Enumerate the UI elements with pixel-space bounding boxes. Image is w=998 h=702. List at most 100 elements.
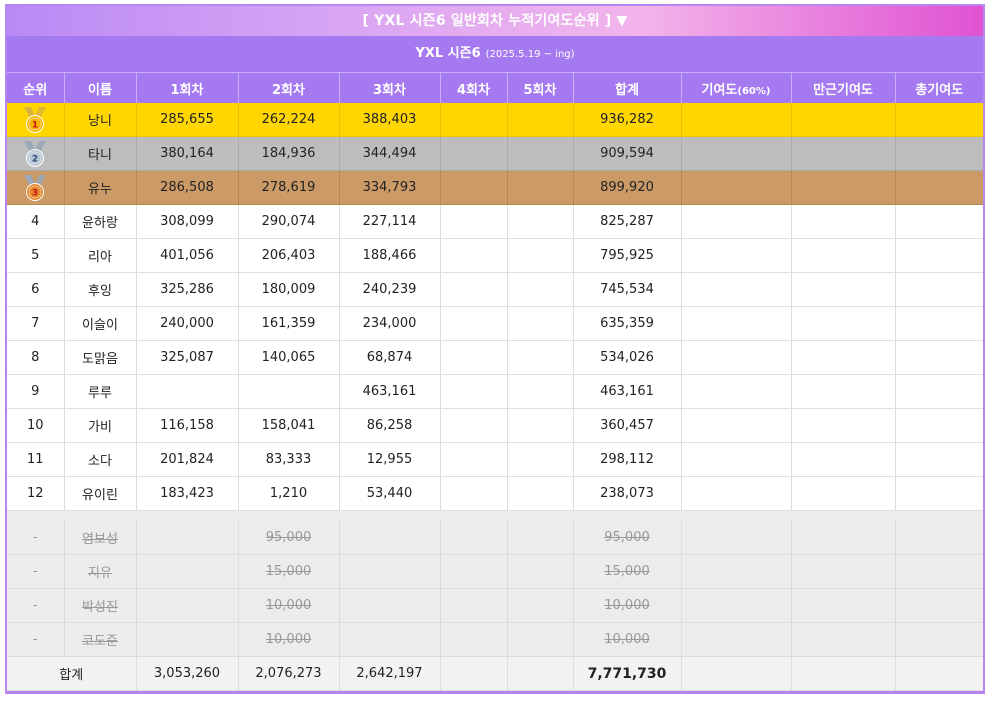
total-cell: 15,000 — [573, 554, 682, 589]
separator-cell — [7, 510, 983, 521]
rank-cell: 9 — [7, 374, 65, 409]
round-1-cell — [136, 588, 239, 623]
contribution-cell — [681, 622, 792, 657]
table-row: 3 유누 286,508 278,619 334,793 899,920 — [7, 170, 983, 205]
round-4-cell — [440, 306, 508, 341]
total-contribution-cell — [895, 520, 983, 555]
round-5-cell — [507, 476, 574, 511]
round-5-cell — [507, 374, 574, 409]
medal-number: 2 — [32, 154, 38, 164]
col-contribution: 기여도(60%) — [681, 72, 792, 103]
round-3-cell — [339, 588, 441, 623]
contribution-cell — [681, 136, 792, 171]
attendance-contribution-cell — [791, 306, 896, 341]
rank-cell: - — [7, 554, 65, 589]
round-3-cell — [339, 622, 441, 657]
round-1-cell — [136, 520, 239, 555]
medal-icon: 2 — [24, 140, 47, 167]
round-2-cell: 140,065 — [238, 340, 340, 375]
attendance-contribution-cell — [791, 103, 896, 137]
name-cell: 염보성 — [64, 520, 137, 555]
attendance-contribution-cell — [791, 272, 896, 307]
contribution-cell — [681, 103, 792, 137]
ranking-table: 순위 이름 1회차 2회차 3회차 4회차 5회차 합계 기여도(60%) 만근… — [7, 72, 983, 691]
round-3-cell: 334,793 — [339, 170, 441, 205]
total-contribution-cell — [895, 103, 983, 137]
round-1-cell — [136, 622, 239, 657]
totals-round-3: 2,642,197 — [339, 656, 441, 691]
rank-cell: 10 — [7, 408, 65, 443]
round-4-cell — [440, 103, 508, 137]
round-3-cell — [339, 520, 441, 555]
attendance-contribution-cell — [791, 520, 896, 555]
total-cell: 635,359 — [573, 306, 682, 341]
name-cell: 도맑음 — [64, 340, 137, 375]
attendance-contribution-cell — [791, 476, 896, 511]
name-cell: 이슬이 — [64, 306, 137, 341]
total-contribution-cell — [895, 238, 983, 273]
rank-cell: - — [7, 588, 65, 623]
total-cell: 298,112 — [573, 442, 682, 477]
round-5-cell — [507, 136, 574, 171]
round-2-cell: 1,210 — [238, 476, 340, 511]
medal-number: 1 — [32, 120, 38, 130]
contribution-cell — [681, 442, 792, 477]
round-4-cell — [440, 476, 508, 511]
excluded-row: - 지유 15,000 15,000 — [7, 554, 983, 589]
round-5-cell — [507, 238, 574, 273]
round-5-cell — [507, 520, 574, 555]
contribution-cell — [681, 340, 792, 375]
col-round-2: 2회차 — [238, 72, 340, 103]
round-2-cell: 158,041 — [238, 408, 340, 443]
table-row: 7 이슬이 240,000 161,359 234,000 635,359 — [7, 306, 983, 341]
total-cell: 463,161 — [573, 374, 682, 409]
name-cell: 유누 — [64, 170, 137, 205]
table-header-row: 순위 이름 1회차 2회차 3회차 4회차 5회차 합계 기여도(60%) 만근… — [7, 72, 983, 103]
ranking-banner[interactable]: [ YXL 시즌6 일반회차 누적기여도순위 ] ▼ — [7, 6, 983, 36]
round-1-cell: 183,423 — [136, 476, 239, 511]
round-5-cell — [507, 554, 574, 589]
round-3-cell: 240,239 — [339, 272, 441, 307]
attendance-contribution-cell — [791, 204, 896, 239]
round-2-cell: 290,074 — [238, 204, 340, 239]
total-cell: 95,000 — [573, 520, 682, 555]
round-3-cell — [339, 554, 441, 589]
totals-round-1: 3,053,260 — [136, 656, 239, 691]
rank-cell: 2 — [7, 136, 65, 171]
total-contribution-cell — [895, 170, 983, 205]
col-total: 합계 — [573, 72, 682, 103]
totals-round-4 — [440, 656, 508, 691]
round-2-cell — [238, 374, 340, 409]
excluded-row: - 코도준 10,000 10,000 — [7, 622, 983, 657]
total-cell: 825,287 — [573, 204, 682, 239]
name-cell: 지유 — [64, 554, 137, 589]
name-cell: 박성진 — [64, 588, 137, 623]
round-1-cell: 401,056 — [136, 238, 239, 273]
round-5-cell — [507, 306, 574, 341]
contribution-cell — [681, 272, 792, 307]
rank-cell: 3 — [7, 170, 65, 205]
contribution-cell — [681, 238, 792, 273]
totals-row: 합계 3,053,260 2,076,273 2,642,197 7,771,730 — [7, 656, 983, 691]
col-attendance-contribution: 만근기여도 — [791, 72, 896, 103]
table-row: 12 유이린 183,423 1,210 53,440 238,073 — [7, 476, 983, 511]
round-1-cell: 201,824 — [136, 442, 239, 477]
attendance-contribution-cell — [791, 442, 896, 477]
round-2-cell: 278,619 — [238, 170, 340, 205]
total-cell: 534,026 — [573, 340, 682, 375]
col-round-1: 1회차 — [136, 72, 239, 103]
total-contribution-cell — [895, 588, 983, 623]
table-row: 9 루루 463,161 463,161 — [7, 374, 983, 409]
rank-cell: 6 — [7, 272, 65, 307]
round-2-cell: 83,333 — [238, 442, 340, 477]
attendance-contribution-cell — [791, 238, 896, 273]
attendance-contribution-cell — [791, 622, 896, 657]
attendance-contribution-cell — [791, 554, 896, 589]
attendance-contribution-cell — [791, 588, 896, 623]
excluded-row: - 염보성 95,000 95,000 — [7, 520, 983, 555]
round-4-cell — [440, 170, 508, 205]
rank-cell: 1 — [7, 103, 65, 137]
total-cell: 360,457 — [573, 408, 682, 443]
round-4-cell — [440, 554, 508, 589]
name-cell: 루루 — [64, 374, 137, 409]
